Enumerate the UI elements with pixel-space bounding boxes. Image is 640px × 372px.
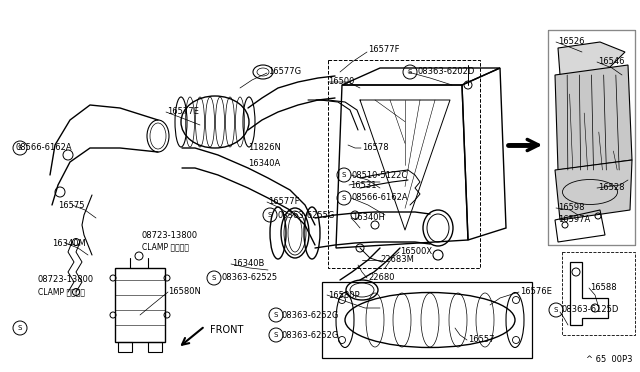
Text: CLAMP クランプ: CLAMP クランプ <box>142 243 189 251</box>
Text: FRONT: FRONT <box>210 325 243 335</box>
Text: 16546: 16546 <box>598 58 625 67</box>
Text: S: S <box>408 69 412 75</box>
Text: CLAMP クランプ: CLAMP クランプ <box>38 288 85 296</box>
Text: 22683M: 22683M <box>380 256 414 264</box>
Polygon shape <box>558 42 625 75</box>
Text: 16575: 16575 <box>58 201 84 209</box>
Text: 16526: 16526 <box>558 38 584 46</box>
Text: S: S <box>18 325 22 331</box>
Text: 08566-6162A: 08566-6162A <box>352 193 408 202</box>
Text: S: S <box>342 195 346 201</box>
Text: 16598: 16598 <box>558 203 584 212</box>
Text: S: S <box>342 172 346 178</box>
Text: 16580P: 16580P <box>328 291 360 299</box>
Text: S: S <box>274 312 278 318</box>
Polygon shape <box>555 160 632 220</box>
Text: 16577F: 16577F <box>268 198 300 206</box>
Text: 16577E: 16577E <box>167 108 199 116</box>
Text: 16500: 16500 <box>328 77 355 87</box>
Text: 16340M: 16340M <box>52 238 86 247</box>
Text: S: S <box>268 212 272 218</box>
Text: 16597A: 16597A <box>558 215 590 224</box>
Text: 16340A: 16340A <box>248 158 280 167</box>
Text: 08723-13800: 08723-13800 <box>38 276 94 285</box>
Text: 08363-6255G: 08363-6255G <box>278 211 335 219</box>
Text: 11826N: 11826N <box>248 144 281 153</box>
Text: 16340H: 16340H <box>352 214 385 222</box>
Text: 16578: 16578 <box>362 144 388 153</box>
Text: S: S <box>274 332 278 338</box>
Text: 08363-62525: 08363-62525 <box>222 273 278 282</box>
Text: S: S <box>212 275 216 281</box>
Text: 08363-6125D: 08363-6125D <box>562 305 620 314</box>
Text: 22680: 22680 <box>368 273 394 282</box>
Text: 16577G: 16577G <box>268 67 301 77</box>
Text: 16557: 16557 <box>468 336 495 344</box>
Polygon shape <box>555 65 632 170</box>
Text: 08510-5122C: 08510-5122C <box>352 170 408 180</box>
Text: 08566-6162A: 08566-6162A <box>15 144 72 153</box>
Text: S: S <box>18 145 22 151</box>
Text: 16528: 16528 <box>598 183 625 192</box>
Text: ^ 65  00P3: ^ 65 00P3 <box>586 355 632 364</box>
Text: 08363-6252G: 08363-6252G <box>282 330 339 340</box>
Text: 16576E: 16576E <box>520 288 552 296</box>
Text: S: S <box>554 307 558 313</box>
Text: 08363-6252G: 08363-6252G <box>282 311 339 320</box>
Text: 16500X: 16500X <box>400 247 432 257</box>
Text: 16340B: 16340B <box>232 260 264 269</box>
Text: 08363-6202D: 08363-6202D <box>418 67 476 77</box>
Text: 08723-13800: 08723-13800 <box>142 231 198 240</box>
Text: 16588: 16588 <box>590 283 616 292</box>
Text: 16531: 16531 <box>350 180 376 189</box>
Text: 16580N: 16580N <box>168 288 201 296</box>
Text: 16577F: 16577F <box>368 45 399 55</box>
